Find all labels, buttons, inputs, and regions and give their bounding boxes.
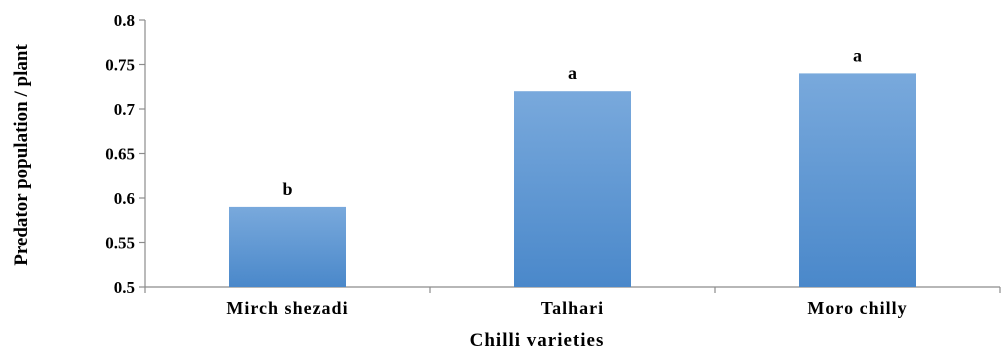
plot-area: 0.5 0.55 0.6 0.65 0.7 0.75 0.8 b Mirch shezadi a T… [105, 11, 1001, 318]
x-category-label: Moro chilly [807, 298, 907, 318]
y-tick-label: 0.5 [114, 278, 135, 297]
y-tick-label: 0.7 [114, 100, 136, 119]
y-tick-label: 0.8 [114, 11, 135, 30]
y-axis-title: Predator population / plant [11, 44, 32, 266]
bar-data-label: a [568, 63, 577, 83]
y-tick-label: 0.65 [105, 145, 135, 164]
x-category-label: Talhari [541, 298, 604, 318]
y-tick-label: 0.75 [105, 56, 135, 75]
bar [514, 91, 631, 287]
bar [799, 73, 916, 288]
bar [229, 206, 346, 287]
y-tick-label: 0.6 [114, 189, 135, 208]
bar-data-label: a [853, 45, 862, 65]
x-category-label: Mirch shezadi [226, 298, 348, 318]
y-tick-label: 0.55 [105, 234, 135, 253]
x-axis-title: Chilli varieties [470, 330, 605, 351]
bar-data-label: b [282, 179, 292, 199]
